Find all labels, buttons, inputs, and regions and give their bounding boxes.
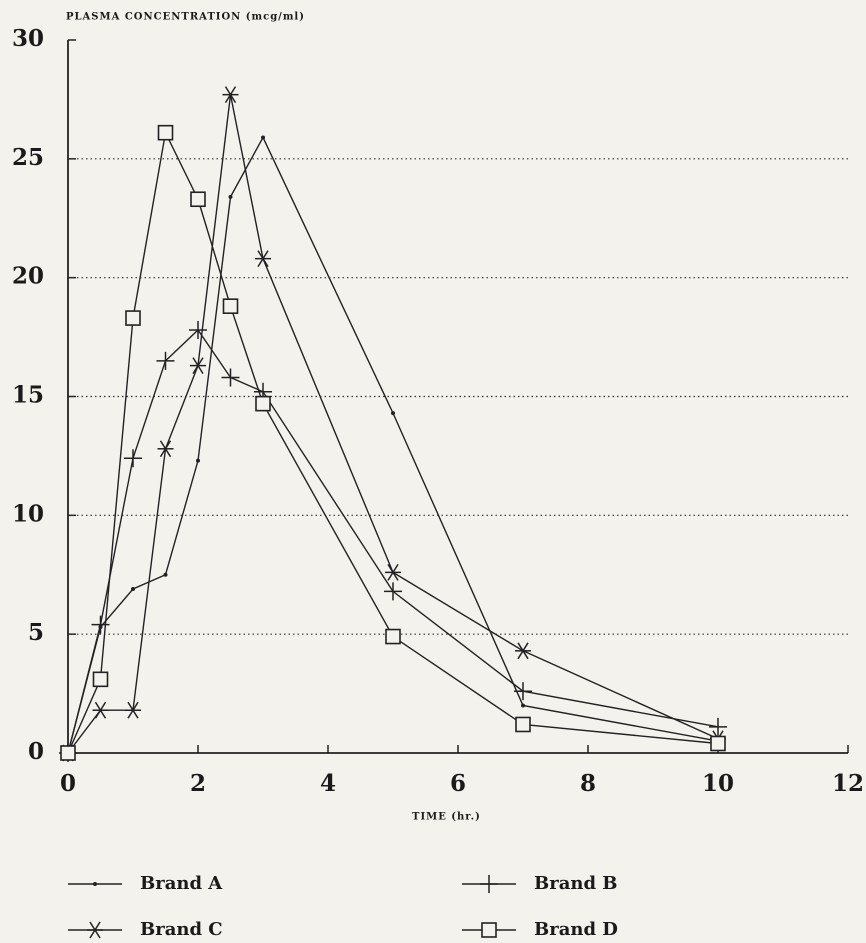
marker xyxy=(516,717,530,731)
y-tick-label: 15 xyxy=(12,382,44,409)
marker-dot xyxy=(391,411,395,415)
marker xyxy=(521,703,525,707)
marker xyxy=(711,736,725,750)
marker-square xyxy=(256,397,270,411)
marker xyxy=(94,672,108,686)
y-tick-label: 10 xyxy=(12,500,44,527)
y-tick-label: 0 xyxy=(28,738,44,765)
marker xyxy=(386,630,400,644)
x-tick-label: 2 xyxy=(190,770,206,797)
marker xyxy=(61,746,75,760)
legend-label: Brand A xyxy=(140,873,223,894)
marker-square xyxy=(711,736,725,750)
x-axis-label: TIME (hr.) xyxy=(412,812,481,823)
x-tick-label: 10 xyxy=(702,770,734,797)
legend-label: Brand C xyxy=(140,919,223,940)
marker xyxy=(229,195,233,199)
marker-square xyxy=(159,126,173,140)
marker xyxy=(224,299,238,313)
marker-square xyxy=(61,746,75,760)
y-tick-label: 30 xyxy=(12,25,44,52)
marker xyxy=(126,311,140,325)
x-tick-label: 8 xyxy=(580,770,596,797)
y-tick-label: 20 xyxy=(12,263,44,290)
x-tick-label: 0 xyxy=(60,770,76,797)
y-tick-label: 5 xyxy=(28,619,44,646)
marker-dot xyxy=(131,587,135,591)
page: PLASMA CONCENTRATION (mcg/ml) TIME (hr.)… xyxy=(0,0,866,943)
y-axis-label: PLASMA CONCENTRATION (mcg/ml) xyxy=(66,12,305,23)
marker-dot xyxy=(521,703,525,707)
legend-label: Brand B xyxy=(534,873,618,894)
marker-square xyxy=(126,311,140,325)
marker-dot xyxy=(261,135,265,139)
legend-label: Brand D xyxy=(534,919,618,940)
marker xyxy=(482,923,496,937)
marker xyxy=(131,587,135,591)
x-tick-label: 4 xyxy=(320,770,336,797)
marker-dot xyxy=(164,573,168,577)
marker xyxy=(93,882,97,886)
marker xyxy=(191,192,205,206)
x-tick-label: 12 xyxy=(832,770,864,797)
marker-square xyxy=(191,192,205,206)
marker xyxy=(391,411,395,415)
marker xyxy=(256,397,270,411)
marker-square xyxy=(94,672,108,686)
marker-dot xyxy=(229,195,233,199)
marker-square xyxy=(386,630,400,644)
x-tick-label: 6 xyxy=(450,770,466,797)
marker-square xyxy=(482,923,496,937)
marker-square xyxy=(516,717,530,731)
marker-dot xyxy=(93,882,97,886)
marker xyxy=(196,459,200,463)
marker-dot xyxy=(196,459,200,463)
marker xyxy=(261,135,265,139)
marker xyxy=(164,573,168,577)
marker xyxy=(159,126,173,140)
chart: PLASMA CONCENTRATION (mcg/ml) TIME (hr.)… xyxy=(0,0,866,943)
marker-square xyxy=(224,299,238,313)
y-tick-label: 25 xyxy=(12,144,44,171)
